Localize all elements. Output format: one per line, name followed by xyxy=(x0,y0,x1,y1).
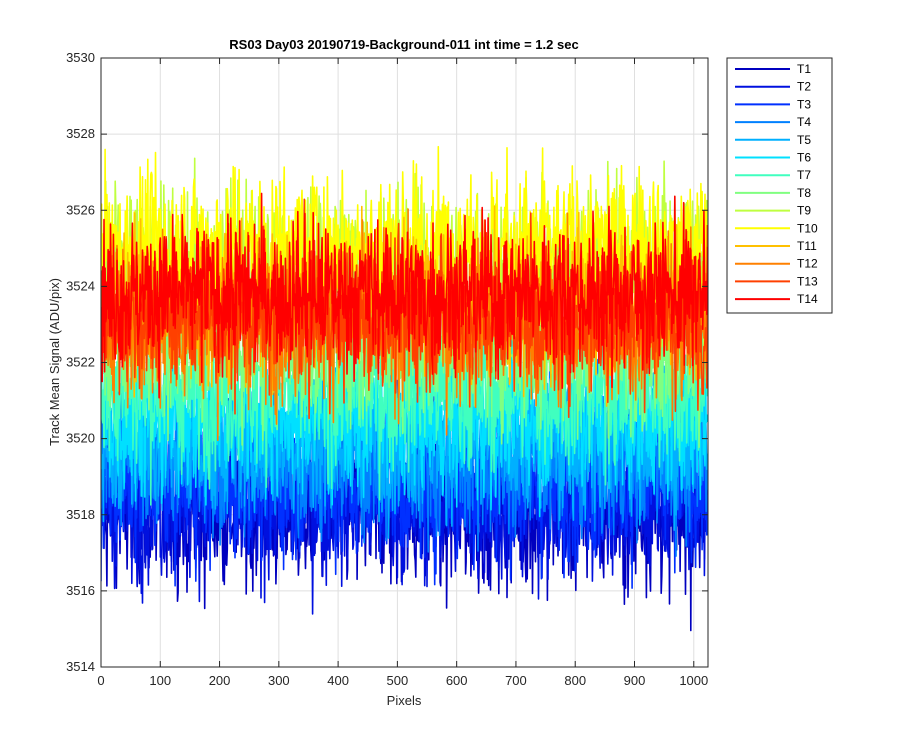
x-tick-label: 0 xyxy=(97,673,104,688)
legend-label-t2: T2 xyxy=(797,80,811,94)
y-tick-label: 3520 xyxy=(66,431,95,446)
legend-label-t7: T7 xyxy=(797,168,811,182)
x-tick-label: 300 xyxy=(268,673,290,688)
legend-label-t1: T1 xyxy=(797,62,811,76)
legend-label-t9: T9 xyxy=(797,204,811,218)
y-tick-label: 3518 xyxy=(66,507,95,522)
legend-label-t14: T14 xyxy=(797,292,818,306)
x-tick-label: 100 xyxy=(149,673,171,688)
series-lines xyxy=(101,145,708,632)
x-tick-label: 500 xyxy=(387,673,409,688)
legend-label-t5: T5 xyxy=(797,133,811,147)
y-tick-label: 3516 xyxy=(66,583,95,598)
axis-ticks: 0 100 200 300 400 500 600 700 800 900 1000 3514 3516… xyxy=(66,50,708,688)
x-tick-label: 800 xyxy=(564,673,586,688)
chart-title: RS03 Day03 20190719-Background-011 int t… xyxy=(229,37,578,52)
x-tick-label: 1000 xyxy=(679,673,708,688)
x-tick-label: 700 xyxy=(505,673,527,688)
x-tick-label: 600 xyxy=(446,673,468,688)
x-axis-label: Pixels xyxy=(387,693,422,708)
x-tick-label: 200 xyxy=(209,673,231,688)
legend-box xyxy=(726,57,833,314)
x-tick-label: 400 xyxy=(327,673,349,688)
legend-label-t3: T3 xyxy=(797,97,811,111)
legend-label-t13: T13 xyxy=(797,274,818,288)
x-tick-label: 900 xyxy=(624,673,646,688)
y-tick-label: 3530 xyxy=(66,50,95,65)
legend-label-t11: T11 xyxy=(797,239,817,253)
legend-label-t12: T12 xyxy=(797,257,818,271)
legend-label-t8: T8 xyxy=(797,186,811,200)
y-tick-label: 3524 xyxy=(66,278,95,293)
series-line-t14 xyxy=(101,192,708,399)
y-tick-label: 3526 xyxy=(66,202,95,217)
legend-label-t4: T4 xyxy=(797,115,811,129)
y-tick-label: 3514 xyxy=(66,659,95,674)
y-axis-label: Track Mean Signal (ADU/pix) xyxy=(47,278,62,446)
legend-label-t6: T6 xyxy=(797,151,811,165)
legend-label-t10: T10 xyxy=(797,221,818,235)
legend: T1 T2 T3 T4 T5 T6 T7 T8 T9 T10 T11 T12 T13 T14 xyxy=(726,57,833,314)
y-tick-label: 3522 xyxy=(66,355,95,370)
y-tick-label: 3528 xyxy=(66,126,95,141)
